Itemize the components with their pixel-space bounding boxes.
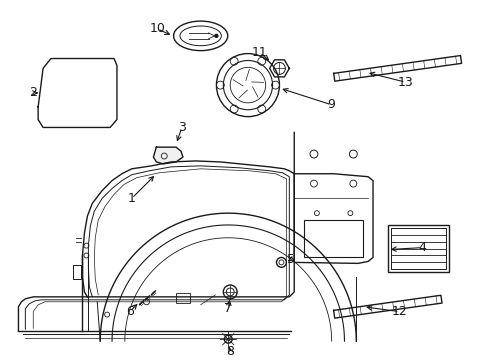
Text: 7: 7	[224, 302, 232, 315]
Bar	[304, 220, 363, 257]
Text: 12: 12	[391, 305, 407, 318]
Text: 3: 3	[178, 121, 185, 134]
Text: 2: 2	[29, 86, 37, 99]
Text: 13: 13	[397, 76, 412, 89]
Text: 1: 1	[127, 192, 135, 205]
Text: 8: 8	[226, 345, 234, 357]
Bar	[176, 293, 189, 303]
Text: 10: 10	[149, 22, 165, 36]
Text: 9: 9	[327, 98, 335, 111]
Bar	[390, 228, 445, 269]
Bar	[387, 225, 448, 272]
Text: 4: 4	[418, 241, 426, 254]
Polygon shape	[153, 147, 183, 164]
Text: 5: 5	[286, 253, 295, 266]
Text: 6: 6	[125, 305, 133, 318]
Circle shape	[215, 35, 218, 37]
Text: 11: 11	[251, 46, 267, 59]
